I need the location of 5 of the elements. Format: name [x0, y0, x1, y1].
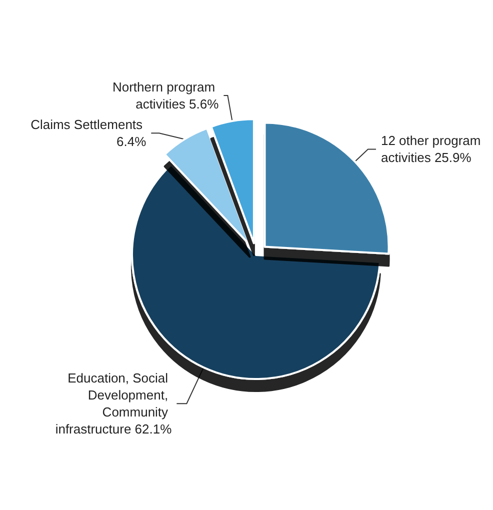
slice-label: Claims Settlements	[30, 117, 146, 132]
slice-label: 12 other program activities 25.9%	[380, 133, 484, 166]
slice-label: Education, Social Development, Community infrastructure 62.1%	[55, 370, 172, 437]
data-label: 6.4%	[116, 134, 147, 150]
slice-label: Northern program activities 5.6%	[112, 79, 220, 112]
